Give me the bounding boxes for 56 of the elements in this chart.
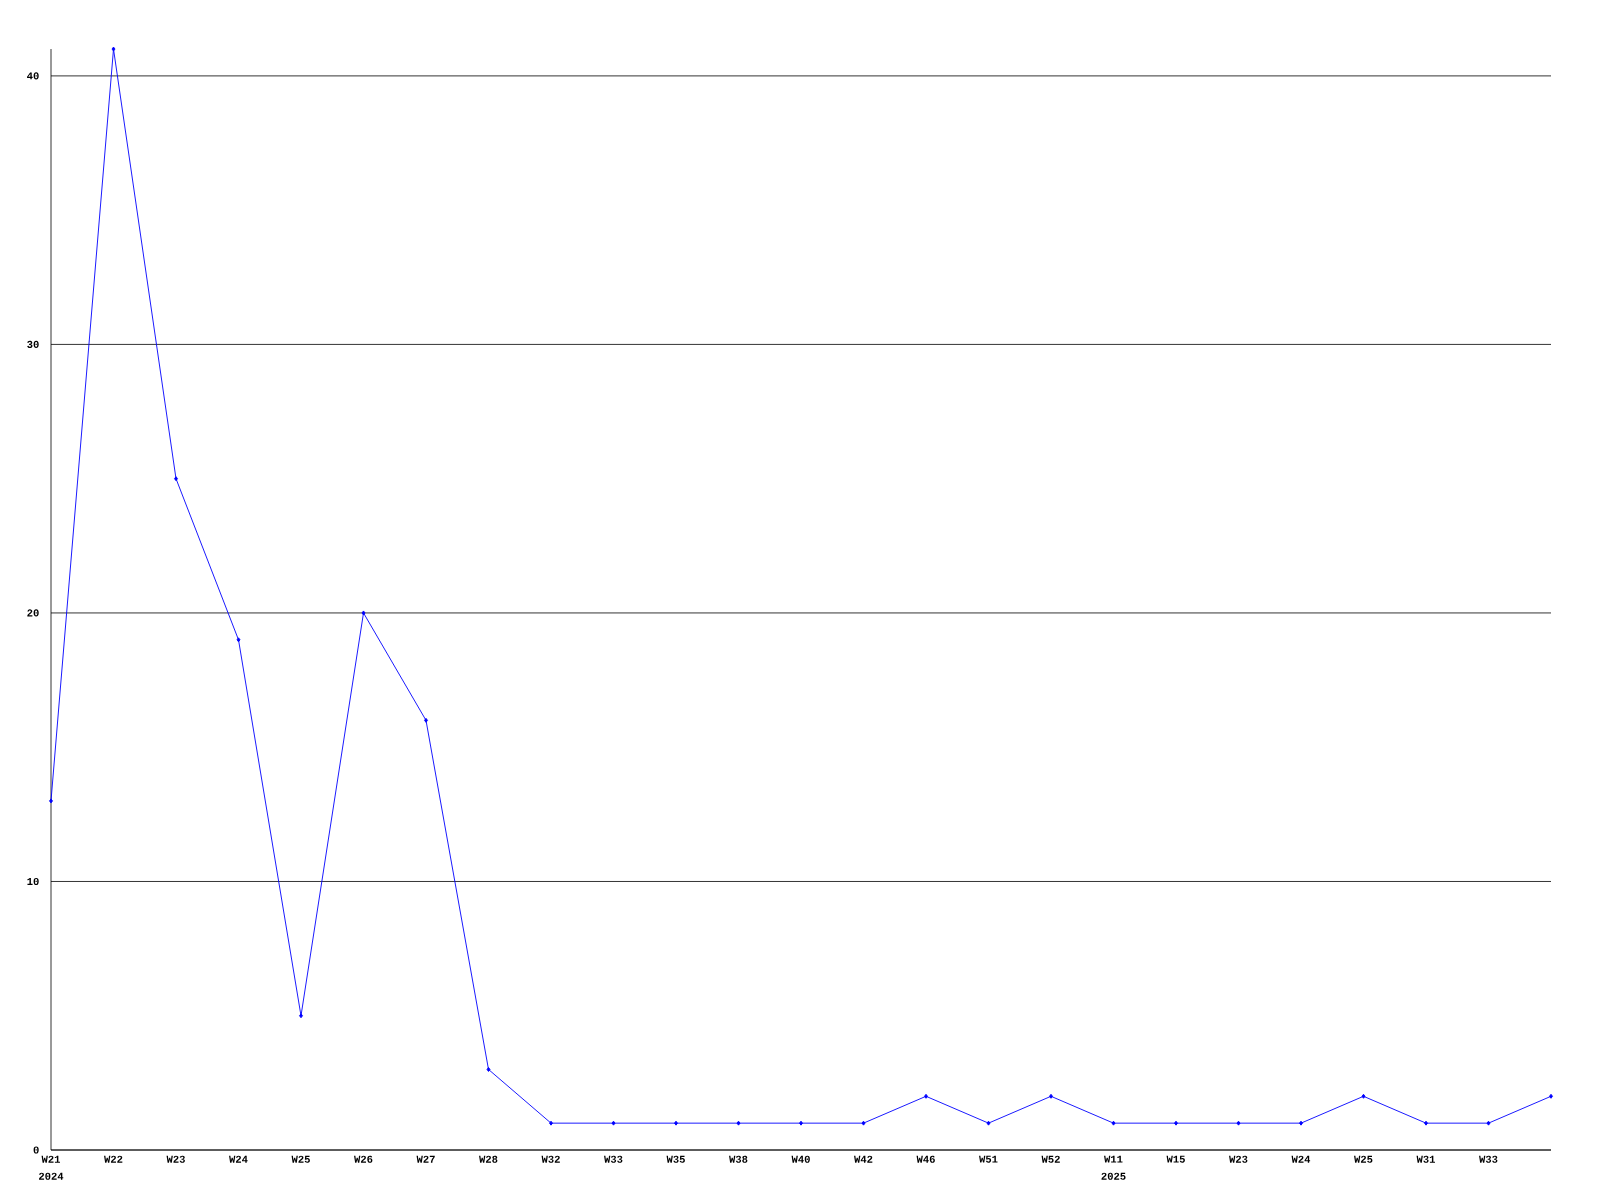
point [1299, 1120, 1303, 1126]
x-tick-label: W46 [916, 1155, 935, 1163]
point [674, 1120, 678, 1126]
x-tick-label: W52 [1041, 1155, 1060, 1163]
point [799, 1120, 803, 1126]
text: 2025 [1101, 1172, 1126, 1180]
point [1174, 1120, 1178, 1126]
point [236, 637, 241, 643]
text: 2024 [39, 1172, 64, 1180]
y-tick-label: 10 [27, 877, 39, 886]
x-tick-label: W25 [291, 1155, 310, 1163]
point [299, 1013, 303, 1019]
point [1549, 1093, 1553, 1099]
x-tick-label: W24 [229, 1155, 248, 1163]
point [1236, 1120, 1241, 1126]
point [424, 717, 428, 723]
y-tick-label: 20 [27, 609, 39, 617]
point [1486, 1120, 1491, 1126]
x-tick-label: W35 [666, 1155, 685, 1163]
point [111, 46, 116, 52]
x-tick-label: W38 [729, 1155, 748, 1163]
x-tick-label: W27 [416, 1155, 435, 1163]
x-tick-label: W32 [541, 1155, 560, 1163]
point [986, 1120, 991, 1126]
x-tick-label: W42 [854, 1155, 873, 1163]
point [1111, 1120, 1116, 1126]
x-tick-label: W11 [1104, 1155, 1123, 1163]
x-tick-label: W26 [354, 1155, 373, 1163]
point [49, 798, 53, 804]
point [861, 1120, 866, 1126]
x-tick-label: W31 [1416, 1155, 1436, 1163]
point [736, 1120, 741, 1126]
x-tick-label: W33 [1479, 1155, 1498, 1163]
point [486, 1066, 491, 1072]
point [174, 476, 178, 482]
x-tick-label: W40 [791, 1155, 810, 1163]
point [549, 1120, 553, 1126]
y-tick-label: 0 [33, 1146, 39, 1154]
point [361, 610, 366, 616]
x-tick-label: W15 [1166, 1155, 1185, 1163]
point [1424, 1120, 1428, 1126]
x-tick-label: W24 [1291, 1155, 1311, 1163]
point [611, 1120, 616, 1126]
x-tick-label: W25 [1354, 1155, 1373, 1163]
x-tick-label: W51 [979, 1155, 998, 1163]
y-tick-label: 30 [27, 340, 39, 348]
x-tick-label: W33 [604, 1155, 623, 1163]
point [924, 1093, 928, 1099]
point [1049, 1093, 1053, 1099]
x-tick-label: W22 [104, 1155, 123, 1163]
x-tick-label: W23 [166, 1155, 185, 1163]
x-tick-label: W23 [1229, 1155, 1248, 1163]
y-tick-label: 40 [27, 72, 39, 80]
x-tick-label: W28 [479, 1155, 498, 1163]
point [1361, 1093, 1366, 1099]
x-tick-label: W21 [41, 1155, 61, 1163]
